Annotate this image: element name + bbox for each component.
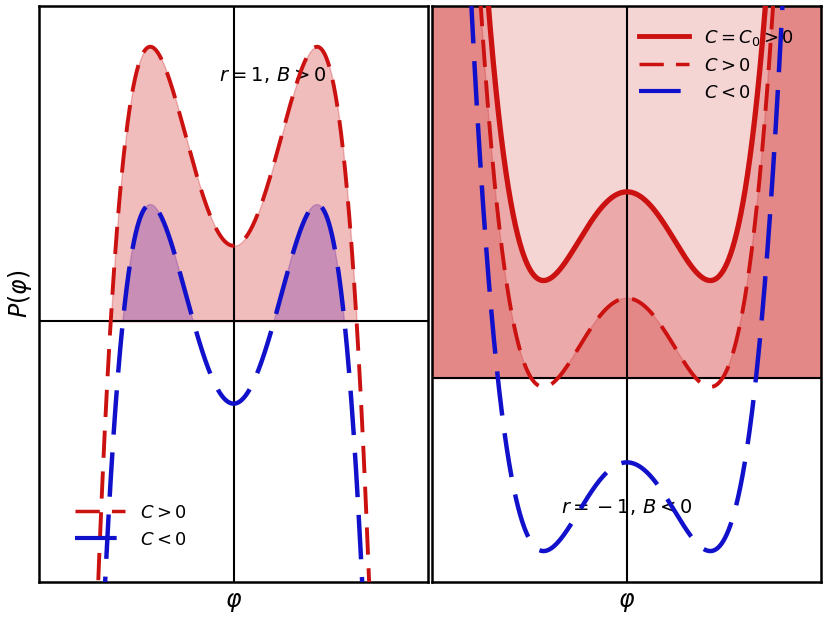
Y-axis label: $P(\varphi)$: $P(\varphi)$ <box>6 270 34 318</box>
X-axis label: $\varphi$: $\varphi$ <box>619 590 636 614</box>
Legend: $C > 0$, $C < 0$: $C > 0$, $C < 0$ <box>68 497 194 556</box>
Legend: $C = C_0 > 0$, $C > 0$, $C < 0$: $C = C_0 > 0$, $C > 0$, $C < 0$ <box>631 20 801 109</box>
Text: $r = 1,\, B > 0$: $r = 1,\, B > 0$ <box>218 64 327 85</box>
X-axis label: $\varphi$: $\varphi$ <box>225 590 242 614</box>
Bar <box>433 6 821 378</box>
Text: $r = -1,\, B < 0$: $r = -1,\, B < 0$ <box>561 497 693 517</box>
